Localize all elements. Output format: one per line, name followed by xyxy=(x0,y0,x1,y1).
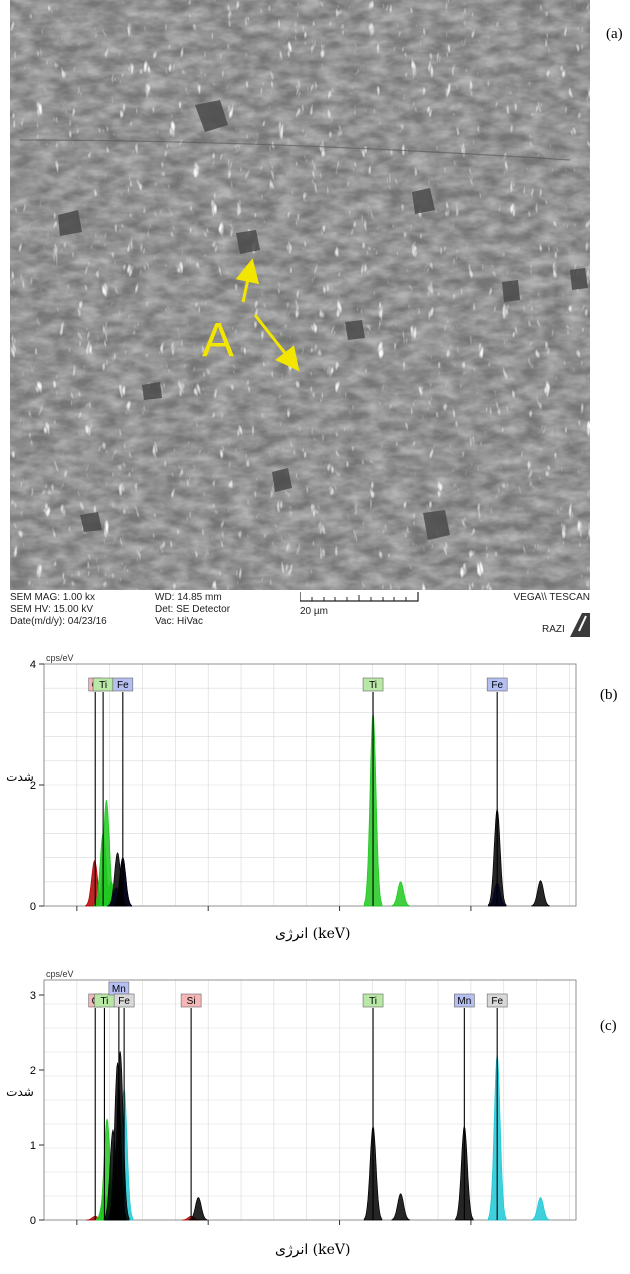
element-badge-text: Fe xyxy=(491,996,503,1007)
peak xyxy=(392,1194,410,1220)
y-tick-label: 2 xyxy=(30,1065,36,1077)
element-badge-text: Ti xyxy=(100,996,108,1007)
element-badge-text: Fe xyxy=(117,680,129,691)
sem-hv: SEM HV: 15.00 kV xyxy=(10,604,93,616)
sem-brand: VEGA\\ TESCAN xyxy=(513,592,590,604)
element-badge-text: Ti xyxy=(369,996,377,1007)
lab-logo-icon xyxy=(570,613,590,637)
sem-panel: A SEM MAG: 1.00 kx SEM HV: 15.00 kV Date… xyxy=(10,0,590,652)
element-badge-text: Fe xyxy=(491,680,503,691)
scale-bar xyxy=(300,590,420,604)
y-tick-label: 3 xyxy=(30,990,36,1002)
peak xyxy=(392,882,410,906)
lab-name: RAZI xyxy=(542,624,565,636)
panel-a-label: (a) xyxy=(606,26,623,43)
x-axis-label-b: انرژی (keV) xyxy=(275,926,351,942)
sem-marker-label: A xyxy=(202,314,234,367)
element-badge-text: Fe xyxy=(118,996,130,1007)
series-3 xyxy=(115,1055,549,1220)
y-axis-label: شدت xyxy=(6,770,34,784)
sem-wd: WD: 14.85 mm xyxy=(155,592,222,604)
peak xyxy=(532,1198,550,1221)
series-4 xyxy=(104,1051,473,1220)
panel-b-label: (b) xyxy=(600,687,618,704)
y-tick-label: 1 xyxy=(30,1140,36,1152)
sem-mag: SEM MAG: 1.00 kx xyxy=(10,592,95,604)
y-unit-label: cps/eV xyxy=(46,969,74,979)
sem-vacuum: Vac: HiVac xyxy=(155,616,203,628)
sem-date: Date(m/d/y): 04/23/16 xyxy=(10,616,107,628)
y-tick-label: 4 xyxy=(30,659,36,671)
scale-label: 20 µm xyxy=(300,606,328,618)
sem-detector: Det: SE Detector xyxy=(155,604,230,616)
y-axis-label: شدت xyxy=(6,1085,34,1099)
y-tick-label: 0 xyxy=(30,1215,36,1227)
element-badge-text: Mn xyxy=(112,984,126,995)
peak xyxy=(532,881,550,906)
panel-c-label: (c) xyxy=(600,1018,617,1035)
element-badge-text: Ti xyxy=(99,680,107,691)
y-tick-label: 0 xyxy=(30,901,36,912)
element-badge-text: Ti xyxy=(369,680,377,691)
y-unit-label: cps/eV xyxy=(46,653,74,663)
element-badge-text: Mn xyxy=(457,996,471,1007)
sem-micrograph: A xyxy=(10,0,590,590)
eds-spectrum-b: 0246024cps/eVشدتCTiFeTiFe xyxy=(0,652,630,912)
x-axis-label-c: انرژی (keV) xyxy=(275,1242,351,1258)
eds-spectrum-c: 02460123cps/eVشدتCTiMnFeSiTiMnFe xyxy=(0,958,630,1228)
element-badge-text: Si xyxy=(187,996,196,1007)
